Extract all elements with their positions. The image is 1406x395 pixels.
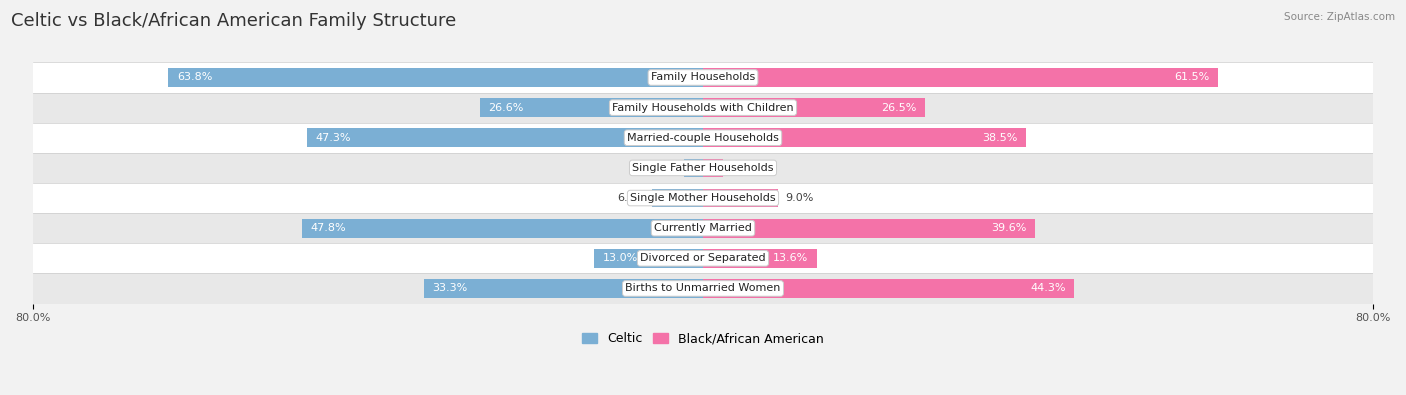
Text: Births to Unmarried Women: Births to Unmarried Women <box>626 284 780 293</box>
Text: Family Households: Family Households <box>651 72 755 83</box>
Text: 6.1%: 6.1% <box>617 193 645 203</box>
Bar <box>307 128 703 147</box>
Text: 2.3%: 2.3% <box>648 163 678 173</box>
Text: 63.8%: 63.8% <box>177 72 212 83</box>
Text: 9.0%: 9.0% <box>785 193 814 203</box>
Bar <box>683 158 703 177</box>
Text: 13.6%: 13.6% <box>773 253 808 263</box>
Text: Source: ZipAtlas.com: Source: ZipAtlas.com <box>1284 12 1395 22</box>
Text: Celtic vs Black/African American Family Structure: Celtic vs Black/African American Family … <box>11 12 457 30</box>
Text: 47.3%: 47.3% <box>315 133 350 143</box>
Bar <box>703 68 1219 87</box>
Text: 44.3%: 44.3% <box>1031 284 1066 293</box>
Bar <box>302 219 703 237</box>
Bar <box>703 158 723 177</box>
Bar <box>703 279 1074 298</box>
Text: 39.6%: 39.6% <box>991 223 1026 233</box>
Bar <box>595 249 703 268</box>
Bar <box>32 92 1374 123</box>
Text: 2.4%: 2.4% <box>730 163 758 173</box>
Text: Single Father Households: Single Father Households <box>633 163 773 173</box>
Bar <box>652 189 703 207</box>
Bar <box>32 273 1374 303</box>
Bar <box>32 153 1374 183</box>
Text: Currently Married: Currently Married <box>654 223 752 233</box>
Bar <box>703 189 779 207</box>
Bar <box>32 183 1374 213</box>
Bar <box>479 98 703 117</box>
Text: Divorced or Separated: Divorced or Separated <box>640 253 766 263</box>
Bar <box>169 68 703 87</box>
Text: 47.8%: 47.8% <box>311 223 346 233</box>
Text: Single Mother Households: Single Mother Households <box>630 193 776 203</box>
Text: 61.5%: 61.5% <box>1174 72 1211 83</box>
Text: 13.0%: 13.0% <box>602 253 638 263</box>
Bar <box>703 98 925 117</box>
Bar <box>703 219 1035 237</box>
Text: 26.6%: 26.6% <box>488 103 524 113</box>
Text: 33.3%: 33.3% <box>433 284 468 293</box>
Bar <box>32 243 1374 273</box>
Bar <box>703 128 1025 147</box>
Text: Married-couple Households: Married-couple Households <box>627 133 779 143</box>
Bar <box>32 213 1374 243</box>
Text: 26.5%: 26.5% <box>882 103 917 113</box>
Text: 38.5%: 38.5% <box>981 133 1017 143</box>
Bar <box>32 123 1374 153</box>
Bar <box>32 62 1374 92</box>
Bar <box>425 279 703 298</box>
Text: Family Households with Children: Family Households with Children <box>612 103 794 113</box>
Bar <box>703 249 817 268</box>
Legend: Celtic, Black/African American: Celtic, Black/African American <box>578 327 828 350</box>
